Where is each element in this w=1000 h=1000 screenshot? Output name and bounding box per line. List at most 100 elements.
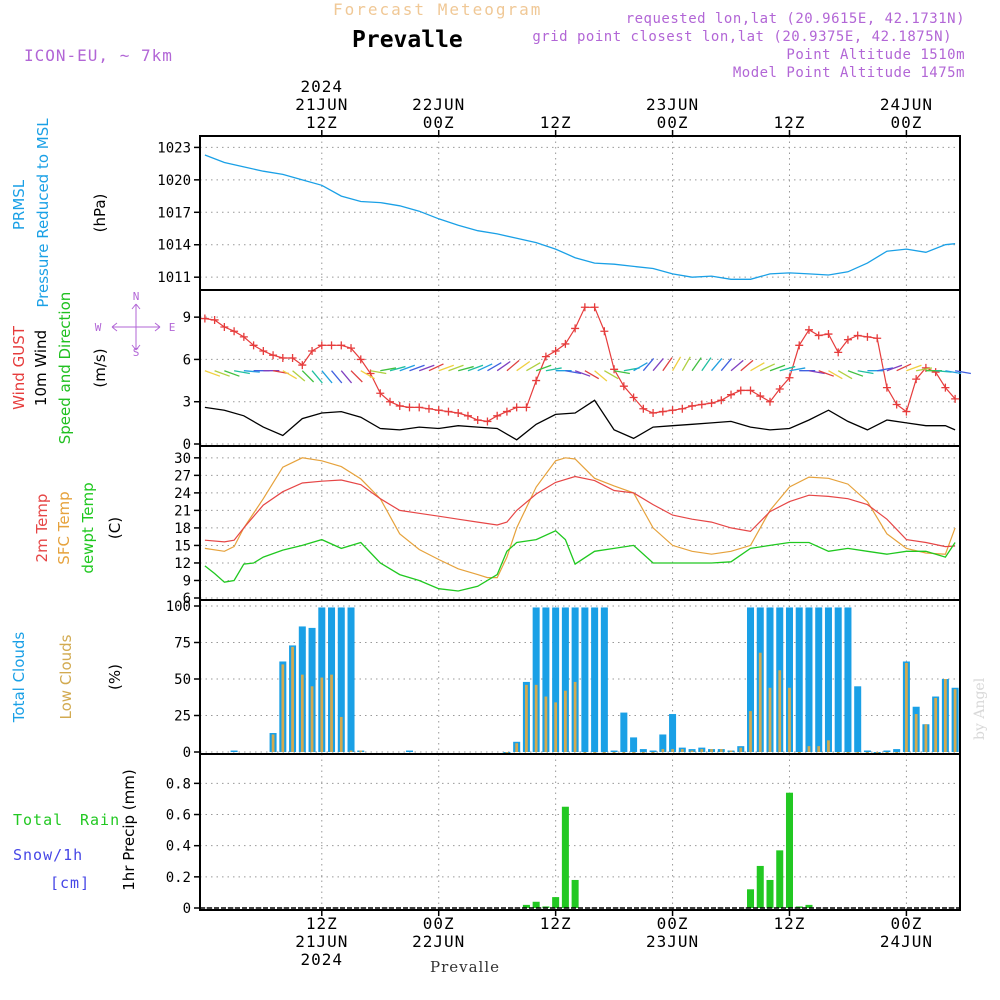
- gust-marker: [619, 382, 628, 391]
- gust-marker: [707, 399, 716, 408]
- gust-marker: [756, 392, 765, 401]
- low-clouds-bar: [612, 752, 616, 753]
- watermark: by Angel: [972, 677, 988, 740]
- rain-bar: [766, 879, 774, 908]
- temp-ytick-label: 18: [174, 521, 191, 537]
- gust-marker: [736, 386, 745, 395]
- gust-marker: [600, 327, 609, 336]
- wind-direction-arrow: [438, 364, 454, 372]
- precip-rain-label: Rain: [80, 811, 120, 829]
- total-clouds-bar: [815, 607, 823, 752]
- x-date-label-bottom: 21JUN: [295, 932, 348, 951]
- series-line-prmsl: [204, 154, 956, 280]
- gust-marker: [239, 332, 248, 341]
- pressure-label-long: Pressure Reduced to MSL: [34, 118, 52, 308]
- wind-ytick-label: 3: [183, 395, 191, 411]
- temp-ytick-label: 12: [174, 556, 191, 572]
- wind-direction-arrow: [545, 367, 562, 372]
- wind-direction-arrow: [224, 370, 240, 377]
- low-clouds-bar: [778, 670, 782, 752]
- wind-ytick-label: 9: [183, 310, 191, 326]
- gust-marker: [717, 396, 726, 405]
- total-clouds-bar: [766, 607, 774, 752]
- total-clouds-bar: [805, 607, 813, 752]
- wind-direction-arrow: [340, 370, 353, 384]
- gust-marker: [863, 332, 872, 341]
- wind-direction-arrow: [711, 358, 723, 372]
- precip-axis-label: 1hr Precip (mm): [120, 769, 138, 890]
- gust-marker: [551, 346, 560, 355]
- wind-ytick-label: 6: [183, 352, 191, 368]
- x-date-label-top: 24JUN: [880, 95, 933, 114]
- low-clouds-bar: [330, 674, 333, 752]
- pressure-unit: (hPa): [91, 194, 109, 233]
- wind-direction-arrow: [574, 370, 591, 377]
- low-clouds-bar: [690, 750, 694, 752]
- gust-marker: [775, 385, 784, 394]
- total-clouds-bar: [747, 607, 755, 752]
- temp-ytick-label: 21: [174, 503, 191, 519]
- gust-marker: [678, 404, 687, 413]
- low-clouds-bar: [885, 752, 889, 753]
- wind-direction-arrow: [740, 359, 754, 372]
- precip-frame: [199, 753, 961, 911]
- wind-direction-arrow: [613, 370, 630, 375]
- rain-bar: [785, 792, 793, 908]
- low-clouds-bar: [291, 646, 294, 752]
- x-hour-label-bottom: 12Z: [540, 914, 572, 933]
- low-clouds-bar: [700, 749, 704, 752]
- wind-direction-arrow: [389, 365, 406, 372]
- wind-direction-arrow: [360, 370, 375, 380]
- wind-direction-arrow: [584, 370, 600, 380]
- total-clouds-bar: [230, 750, 238, 752]
- wind-direction-arrow: [204, 370, 221, 377]
- total-clouds-bar: [542, 607, 550, 752]
- total-clouds-bar: [620, 712, 628, 752]
- total-clouds-bar: [854, 686, 862, 752]
- wind-direction-arrow: [789, 367, 806, 372]
- x-hour-label-bottom: 00Z: [423, 914, 455, 933]
- wind-direction-arrow: [906, 364, 922, 372]
- clouds-ytick-label: 25: [174, 709, 191, 725]
- total-clouds-bar: [610, 750, 618, 752]
- model-altitude: Model Point Altitude 1475m: [733, 65, 965, 81]
- precip-snow-unit: [cm]: [50, 874, 90, 892]
- wind-direction-arrow: [886, 364, 903, 372]
- point-altitude: Point Altitude 1510m: [786, 47, 965, 63]
- gust-marker: [668, 406, 677, 415]
- compass-rose: [111, 303, 161, 351]
- wind-direction-arrow: [380, 367, 397, 372]
- low-clouds-bar: [807, 746, 811, 752]
- gust-marker: [649, 408, 658, 417]
- low-clouds-bar: [525, 684, 528, 752]
- total-clouds-bar: [659, 734, 667, 752]
- gust-marker: [931, 368, 940, 377]
- low-clouds-bar: [749, 711, 752, 752]
- wind-direction-arrow: [526, 362, 541, 372]
- rain-bar: [571, 879, 579, 908]
- wind-direction-arrow: [877, 367, 894, 372]
- gust-marker: [395, 401, 404, 410]
- gust-marker: [541, 352, 550, 361]
- wind-direction-arrow: [808, 370, 825, 375]
- wind-direction-arrow: [701, 357, 712, 372]
- low-clouds-bar: [271, 734, 275, 752]
- temp-sfc-label: SFC Temp: [55, 491, 73, 564]
- gust-marker: [834, 348, 843, 357]
- pressure-ytick-label: 1023: [157, 140, 191, 156]
- rain-bar: [756, 865, 764, 908]
- rain-bar: [552, 897, 560, 908]
- gust-marker: [463, 411, 472, 420]
- low-clouds-bar: [641, 752, 645, 753]
- wind-direction-arrow: [292, 370, 306, 382]
- gust-marker: [230, 327, 239, 336]
- x-hour-label-top: 12Z: [540, 113, 572, 132]
- precip-ytick-label: 0.6: [166, 808, 191, 824]
- low-clouds-bar: [349, 750, 353, 752]
- low-clouds-bar: [632, 752, 635, 753]
- total-clouds-bar: [405, 750, 413, 752]
- gust-marker: [590, 303, 599, 312]
- wind-direction-arrow: [350, 370, 363, 383]
- precip-total-label: Total: [13, 811, 63, 829]
